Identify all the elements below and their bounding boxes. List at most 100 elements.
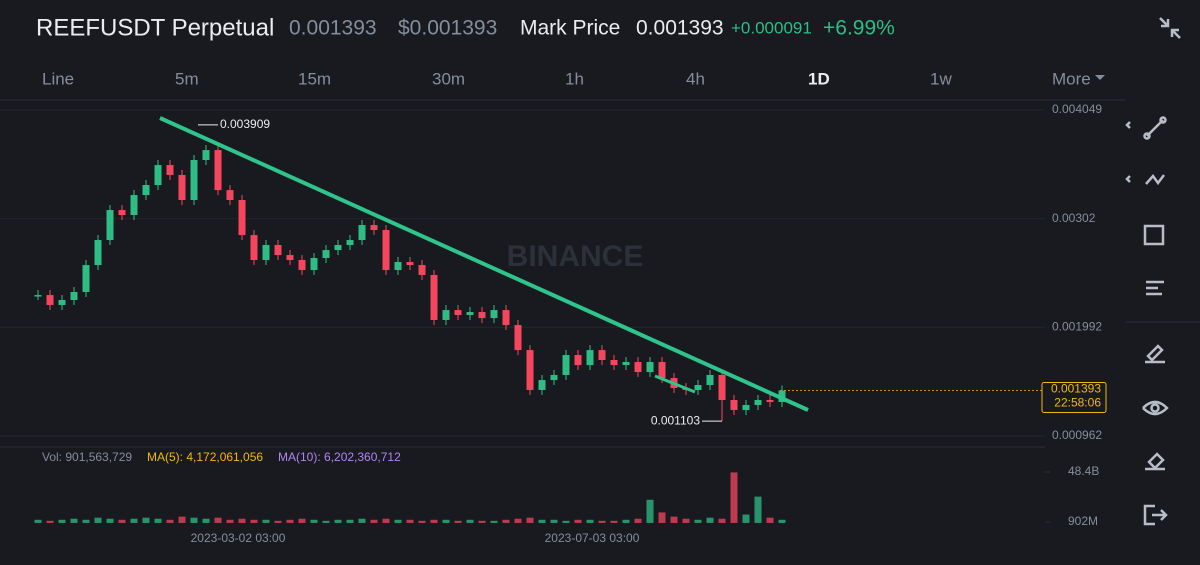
interval-tabs: Line 5m 15m 30m 1h 4h 1D 1w More: [42, 69, 1105, 88]
candle-body: [598, 350, 606, 360]
volume-bar: [370, 519, 378, 523]
volume-bar: [406, 519, 414, 523]
tool-line-dot: [1143, 132, 1151, 140]
volume-bar: [466, 519, 474, 523]
interval-tab[interactable]: 30m: [432, 69, 465, 88]
volume-bar: [574, 519, 582, 523]
mark-label: Mark Price: [520, 17, 620, 40]
candle-body: [706, 374, 714, 386]
tool-rect[interactable]: [1143, 224, 1165, 246]
volume-bar: [214, 517, 222, 523]
volume-bar: [766, 517, 774, 523]
interval-tab[interactable]: 1w: [930, 69, 952, 88]
candle-body: [142, 185, 150, 196]
tool-text[interactable]: [1146, 280, 1164, 296]
candle-body: [622, 361, 630, 366]
volume-bar: [322, 520, 330, 523]
interval-tab[interactable]: Line: [42, 69, 74, 88]
interval-tab[interactable]: 1D: [808, 69, 830, 88]
volume-bar: [226, 519, 234, 523]
volume-title: Vol: 901,563,729: [42, 450, 132, 464]
interval-tab[interactable]: 1h: [565, 69, 584, 88]
candle-body: [658, 361, 666, 379]
tool-eye[interactable]: [1142, 400, 1169, 416]
candle-body: [226, 190, 234, 201]
volume-bar: [742, 514, 750, 523]
interval-tab[interactable]: 15m: [298, 69, 331, 88]
low-label: 0.001103: [651, 413, 700, 427]
candle-body: [382, 229, 390, 271]
volume-bar: [250, 519, 258, 523]
volume-bar: [442, 519, 450, 523]
tool-eraser[interactable]: [1145, 452, 1165, 471]
volume-bar: [202, 518, 210, 523]
symbol[interactable]: REEFUSDT Perpetual: [36, 14, 274, 41]
volume-bar: [634, 518, 642, 523]
last-price: 0.001393: [289, 17, 377, 40]
tool-eye-pupil: [1150, 403, 1160, 413]
tool-line[interactable]: [1125, 119, 1164, 137]
candle-body: [130, 195, 138, 215]
candle-body: [334, 244, 342, 251]
mark-price: 0.001393: [636, 17, 724, 40]
candle-body: [634, 361, 642, 373]
x-labels: 2023-03-02 03:00 2023-07-03 03:00: [191, 531, 640, 545]
candle-body: [250, 235, 258, 260]
volume-bar: [58, 519, 66, 523]
volume-bar: [346, 519, 354, 523]
change-pct: +6.99%: [823, 17, 895, 40]
volume-bar: [34, 519, 42, 523]
collapse-icon[interactable]: [1159, 17, 1181, 39]
candle-body: [454, 310, 462, 316]
candle-body: [394, 261, 402, 271]
volume-bar: [70, 518, 78, 523]
candle-body: [214, 150, 222, 191]
tool-fib[interactable]: [1125, 173, 1165, 186]
candle-body: [154, 165, 162, 186]
y-tick-label: 0.004049: [1052, 102, 1102, 116]
volume-bar: [562, 520, 570, 523]
candle-body: [526, 350, 534, 390]
candle-body: [346, 240, 354, 245]
volume-bar: [94, 517, 102, 523]
price-box: [1041, 382, 1107, 414]
volume-bar: [550, 519, 558, 523]
x-label: 2023-07-03 03:00: [545, 531, 640, 545]
volume-tick-label: 902M: [1068, 514, 1098, 528]
candle-body: [610, 359, 618, 366]
candle-body: [442, 310, 450, 320]
volume-bar: [310, 519, 318, 523]
volume-bar: [358, 518, 366, 523]
volume-bar: [454, 520, 462, 523]
volume-bar: [106, 518, 114, 523]
volume-bar: [526, 517, 534, 523]
interval-tab[interactable]: More: [1052, 69, 1091, 88]
volume-bar: [502, 519, 510, 523]
candle-body: [730, 400, 738, 411]
volume-bar: [154, 518, 162, 523]
volume-bar: [238, 518, 246, 523]
volume-bars: 48.4B 902M: [34, 464, 1099, 528]
tool-brush[interactable]: [1145, 344, 1165, 364]
tool-line-dot: [1159, 116, 1167, 124]
volume-ma5: MA(5): 4,172,061,056: [147, 450, 263, 464]
volume-bar: [298, 518, 306, 523]
candle-body: [502, 310, 510, 326]
candle-body: [430, 274, 438, 320]
trend-line-short: [654, 374, 696, 394]
volume-bar: [598, 520, 606, 523]
candle-body: [550, 374, 558, 381]
candle-body: [298, 259, 306, 271]
candle-body: [478, 312, 486, 319]
volume-bar: [82, 519, 90, 523]
candle-body: [286, 255, 294, 260]
volume-bar: [490, 520, 498, 523]
candle-body: [202, 150, 210, 160]
candle-body: [82, 265, 90, 292]
interval-tab[interactable]: 4h: [686, 69, 705, 88]
interval-tab[interactable]: 5m: [175, 69, 199, 88]
candle-body: [58, 300, 66, 305]
tool-exit[interactable]: [1143, 504, 1168, 526]
toolbar: [1125, 116, 1169, 526]
candle-body: [514, 325, 522, 351]
